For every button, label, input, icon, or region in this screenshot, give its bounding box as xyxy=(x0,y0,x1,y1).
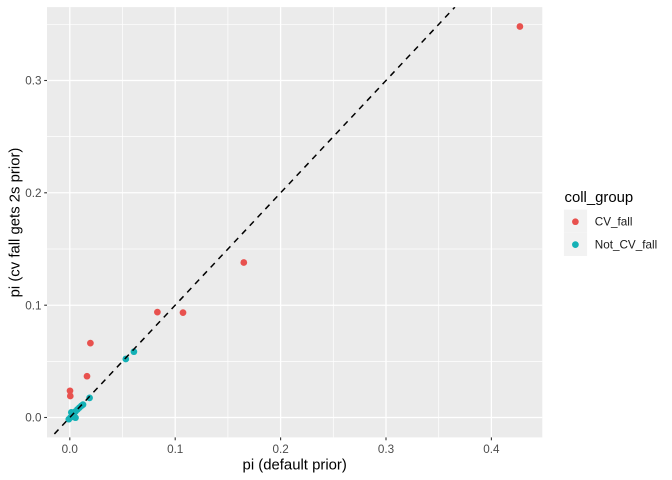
svg-text:0.3: 0.3 xyxy=(378,443,394,456)
svg-text:CV_fall: CV_fall xyxy=(595,216,633,229)
svg-text:0.1: 0.1 xyxy=(25,299,41,312)
svg-text:coll_group: coll_group xyxy=(565,190,634,206)
svg-text:0.1: 0.1 xyxy=(167,443,183,456)
svg-text:0.3: 0.3 xyxy=(25,75,41,88)
svg-text:pi (cv fall gets 2s prior): pi (cv fall gets 2s prior) xyxy=(7,148,23,298)
svg-text:0.4: 0.4 xyxy=(483,443,500,456)
svg-text:0.0: 0.0 xyxy=(25,412,42,425)
svg-text:0.0: 0.0 xyxy=(62,443,79,456)
svg-text:Not_CV_fall: Not_CV_fall xyxy=(595,239,657,252)
svg-text:0.2: 0.2 xyxy=(272,443,288,456)
svg-text:pi (default prior): pi (default prior) xyxy=(243,457,347,473)
svg-text:0.2: 0.2 xyxy=(25,187,41,200)
